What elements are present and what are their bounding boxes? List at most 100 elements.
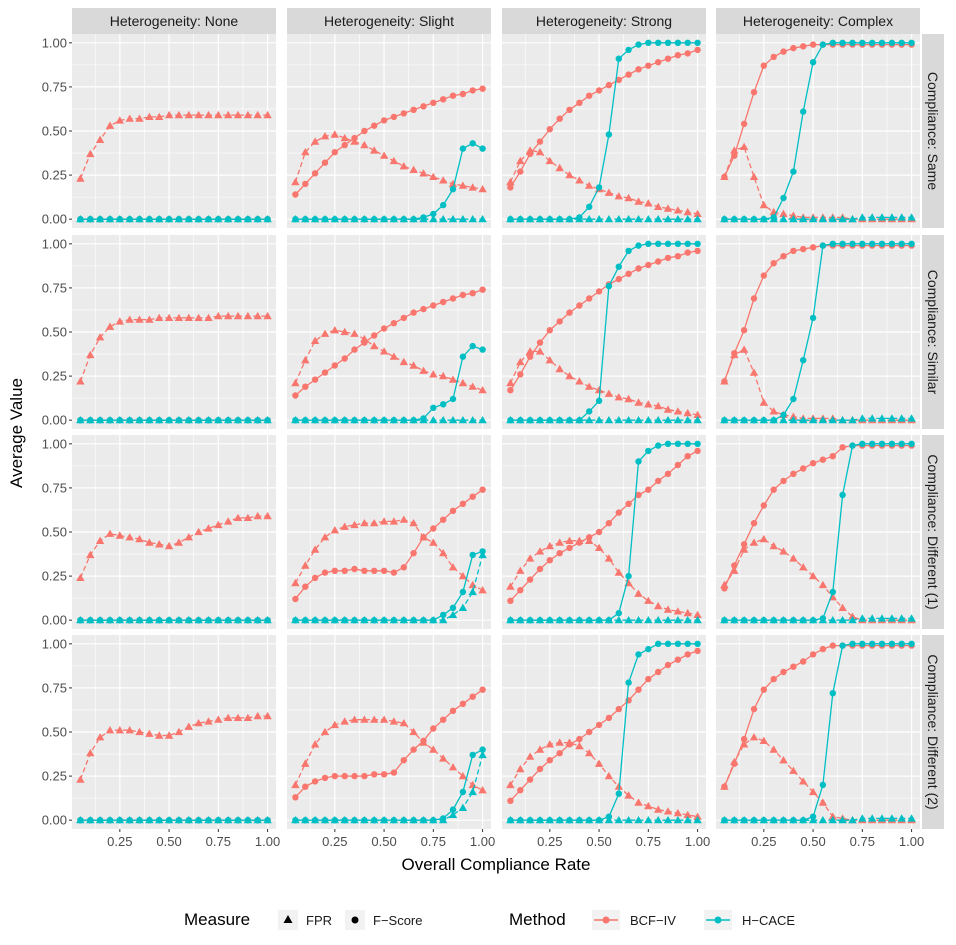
- data-point-h-cace-fpr: [320, 416, 330, 424]
- data-point-bcf-iv-fpr: [155, 731, 164, 739]
- data-point-bcf-iv-fscore: [605, 520, 613, 527]
- data-point-h-cace-fpr: [76, 416, 85, 424]
- data-point-h-cace-fpr: [818, 416, 828, 424]
- data-point-h-cace-fpr: [399, 215, 408, 223]
- data-point-bcf-iv-fpr: [115, 531, 124, 539]
- data-point-bcf-iv-fpr: [125, 114, 134, 122]
- data-point-h-cace-fscore: [694, 240, 701, 247]
- data-point-h-cace-fpr: [399, 616, 408, 624]
- data-point-bcf-iv-fpr: [644, 596, 653, 604]
- data-point-bcf-iv-fscore: [829, 453, 836, 460]
- data-point-bcf-iv-fpr: [379, 517, 389, 525]
- data-point-bcf-iv-fscore: [517, 587, 524, 594]
- y-tick-label: 0.50: [42, 325, 67, 340]
- data-point-bcf-iv-fscore: [546, 126, 553, 133]
- data-point-bcf-iv-fpr: [575, 377, 584, 385]
- data-point-h-cace-fpr: [535, 215, 545, 223]
- data-point-bcf-iv-fscore: [440, 716, 447, 723]
- data-point-bcf-iv-fscore: [694, 247, 701, 255]
- x-tick-label: 0.25: [537, 834, 562, 849]
- data-point-bcf-iv-fpr: [565, 738, 574, 746]
- data-point-bcf-iv-fpr: [350, 520, 359, 529]
- data-point-bcf-iv-fscore: [536, 765, 544, 773]
- data-point-h-cace-fpr: [838, 616, 847, 624]
- data-point-bcf-iv-fscore: [694, 447, 701, 455]
- data-point-bcf-iv-fpr: [663, 405, 673, 413]
- data-point-bcf-iv-fscore: [351, 772, 358, 780]
- data-point-h-cace-fpr: [828, 215, 837, 223]
- data-point-bcf-iv-fscore: [576, 735, 583, 743]
- data-point-bcf-iv-fpr: [779, 547, 788, 555]
- data-point-h-cace-fpr: [868, 614, 877, 622]
- data-point-h-cace-fscore: [664, 440, 672, 447]
- data-point-h-cace-fpr: [644, 215, 653, 223]
- data-point-bcf-iv-fscore: [780, 48, 787, 55]
- facet-strip-row: [922, 435, 944, 629]
- data-point-h-cace-fpr: [115, 616, 124, 624]
- data-point-h-cace-fpr: [887, 814, 897, 822]
- y-tick-label: 1.00: [42, 236, 67, 251]
- data-point-bcf-iv-fscore: [526, 776, 534, 783]
- x-tick-label: 0.75: [636, 834, 661, 849]
- data-point-bcf-iv-fpr: [525, 347, 535, 355]
- data-point-bcf-iv-fpr: [389, 517, 399, 525]
- data-point-bcf-iv-fscore: [507, 387, 514, 394]
- facet-panel: 0.00 0.25 0.50 0.75 1.00: [42, 435, 276, 629]
- data-point-h-cace-fpr: [759, 816, 768, 824]
- data-point-h-cace-fpr: [174, 416, 184, 424]
- data-point-bcf-iv-fpr: [330, 720, 339, 729]
- data-point-bcf-iv-fscore: [800, 465, 807, 472]
- data-point-bcf-iv-fpr: [184, 313, 193, 321]
- data-point-h-cace-fpr: [350, 215, 359, 223]
- data-point-h-cace-fpr: [340, 215, 349, 223]
- data-point-h-cace-fpr: [340, 616, 349, 624]
- y-tick-label: 0.50: [42, 124, 67, 139]
- data-point-h-cace-fpr: [301, 416, 310, 424]
- data-point-bcf-iv-fpr: [594, 386, 604, 394]
- data-point-h-cace-fpr: [448, 416, 458, 424]
- data-point-h-cace-fpr: [214, 416, 223, 424]
- data-point-bcf-iv-fpr: [525, 146, 535, 154]
- data-point-h-cace-fpr: [320, 215, 330, 223]
- data-point-bcf-iv-fscore: [740, 541, 748, 548]
- data-point-bcf-iv-fpr: [224, 713, 233, 721]
- data-point-h-cace-fpr: [291, 416, 300, 424]
- data-point-bcf-iv-fscore: [371, 771, 378, 778]
- data-point-bcf-iv-fscore: [292, 392, 299, 399]
- data-point-bcf-iv-fscore: [750, 295, 758, 302]
- data-point-h-cace-fpr: [429, 616, 438, 624]
- data-point-h-cace-fpr: [594, 816, 604, 824]
- data-point-h-cace-fscore: [780, 411, 787, 419]
- facet-panel: 0.00 0.25 0.50 0.75 1.00 0.25 0.50 0.75 1.00: [42, 635, 280, 849]
- data-point-bcf-iv-fpr: [565, 371, 574, 380]
- data-point-h-cace-fpr: [194, 215, 203, 223]
- data-point-h-cace-fpr: [769, 616, 778, 624]
- data-point-bcf-iv-fpr: [419, 366, 428, 374]
- data-point-bcf-iv-fscore: [750, 705, 758, 713]
- legend-measure-title: Measure: [184, 910, 250, 929]
- data-point-bcf-iv-fscore: [449, 92, 457, 99]
- data-point-h-cace-fscore: [888, 39, 896, 46]
- data-point-h-cace-fscore: [459, 145, 467, 152]
- data-point-bcf-iv-fpr: [233, 513, 243, 521]
- data-point-h-cace-fpr: [86, 616, 95, 624]
- data-point-h-cace-fscore: [839, 642, 846, 649]
- data-point-bcf-iv-fscore: [556, 750, 563, 757]
- data-point-h-cace-fpr: [360, 616, 369, 624]
- data-point-bcf-iv-fscore: [839, 444, 846, 451]
- data-point-h-cace-fpr: [516, 215, 525, 223]
- data-point-h-cace-fscore: [645, 240, 652, 247]
- facet-panel: 0.00 0.25 0.50 0.75 1.00: [42, 34, 276, 228]
- data-point-bcf-iv-fpr: [759, 398, 768, 406]
- data-point-h-cace-fpr: [155, 416, 164, 424]
- data-point-bcf-iv-fpr: [478, 386, 487, 394]
- legend-point-hcace: [714, 916, 722, 924]
- data-point-bcf-iv-fpr: [779, 209, 788, 217]
- data-point-h-cace-fscore: [849, 240, 856, 247]
- data-point-bcf-iv-fpr: [749, 538, 759, 546]
- data-point-h-cace-fpr: [555, 816, 564, 824]
- data-point-h-cace-fpr: [135, 616, 144, 624]
- data-point-bcf-iv-fpr: [585, 749, 594, 757]
- data-point-h-cace-fpr: [730, 215, 739, 223]
- data-point-h-cace-fpr: [739, 616, 749, 624]
